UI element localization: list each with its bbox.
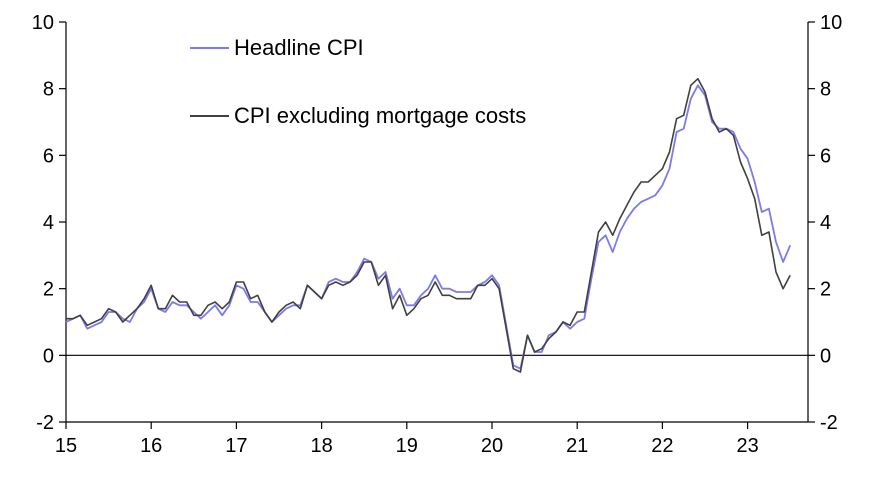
left-y-tick-label: 2 <box>43 279 54 301</box>
left-y-tick-label: 4 <box>43 212 54 234</box>
right-y-axis: -2 0 2 4 6 8 10 <box>807 12 842 434</box>
left-y-tick-label: 6 <box>43 145 54 167</box>
right-y-tick-label: 6 <box>820 145 831 167</box>
x-tick-label: 23 <box>736 435 758 457</box>
x-axis: 15 16 17 18 19 20 21 22 23 <box>55 421 808 457</box>
series-line-cpi-ex-mortgage <box>66 77 791 373</box>
x-tick-label: 20 <box>481 435 503 457</box>
series-line-headline-cpi <box>65 84 792 370</box>
right-y-tick-label: 0 <box>820 345 831 367</box>
legend-label: CPI excluding mortgage costs <box>234 103 526 128</box>
x-tick-label: 18 <box>310 435 332 457</box>
right-y-tick-label: 10 <box>820 12 842 34</box>
x-tick-label: 19 <box>396 435 418 457</box>
left-y-tick-label: -2 <box>36 412 54 434</box>
x-tick-label: 22 <box>651 435 673 457</box>
x-tick-label: 16 <box>140 435 162 457</box>
left-y-tick-label: 8 <box>43 79 54 101</box>
left-y-tick-label: 0 <box>43 345 54 367</box>
x-tick-label: 15 <box>55 435 77 457</box>
x-tick-label: 17 <box>225 435 247 457</box>
legend: Headline CPI CPI excluding mortgage costs <box>190 35 526 128</box>
right-y-tick-label: -2 <box>820 412 838 434</box>
legend-label: Headline CPI <box>234 35 364 60</box>
series-layer <box>65 77 808 373</box>
left-y-axis: -2 0 2 4 6 8 10 <box>32 12 67 434</box>
left-y-tick-label: 10 <box>32 12 54 34</box>
right-y-tick-label: 4 <box>820 212 831 234</box>
x-tick-label: 21 <box>566 435 588 457</box>
right-y-tick-label: 2 <box>820 279 831 301</box>
right-y-tick-label: 8 <box>820 79 831 101</box>
